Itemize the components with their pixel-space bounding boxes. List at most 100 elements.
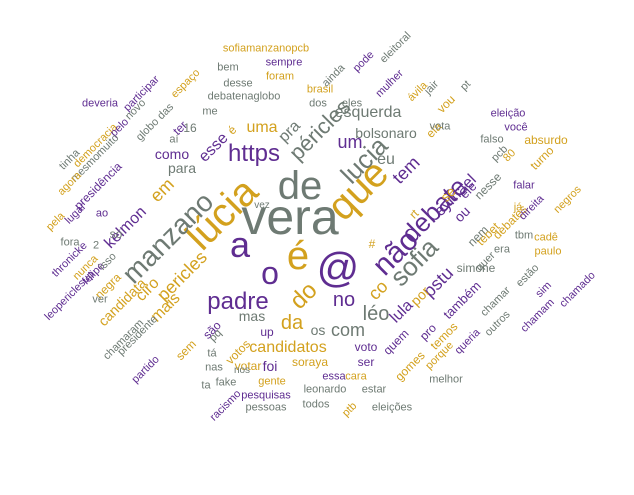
cloud-word: a — [229, 224, 251, 265]
cloud-word: simone — [456, 261, 496, 275]
cloud-word: cara — [345, 370, 367, 383]
cloud-word: eleição — [490, 107, 526, 120]
cloud-word: de — [277, 164, 323, 208]
cloud-word: pesquisas — [241, 389, 291, 402]
cloud-word: chamado — [557, 269, 598, 310]
cloud-word: os — [310, 322, 326, 338]
cloud-word: fora — [60, 236, 80, 249]
cloud-word: ver — [92, 293, 108, 306]
cloud-word: turno — [527, 143, 557, 173]
cloud-word: espaço — [168, 66, 203, 101]
cloud-word: para — [167, 160, 197, 176]
cloud-word: brasil — [306, 83, 334, 96]
cloud-word: chamam — [518, 296, 557, 335]
cloud-word: vera — [241, 189, 339, 245]
cloud-word: no — [332, 289, 356, 311]
cloud-word: co — [364, 276, 392, 304]
cloud-word: vou — [434, 92, 458, 116]
cloud-word: todos — [302, 398, 330, 411]
cloud-word: ao — [95, 207, 109, 220]
cloud-word: 2 — [92, 239, 100, 252]
cloud-word: nas — [205, 361, 223, 374]
cloud-word: # — [368, 237, 376, 251]
cloud-word: das — [155, 101, 177, 123]
cloud-word: o — [261, 255, 279, 291]
cloud-word: estão — [513, 261, 542, 290]
cloud-word: tá — [207, 347, 217, 360]
cloud-word: ser — [357, 355, 375, 369]
cloud-word: sofiamanzanopcb — [222, 42, 310, 55]
cloud-word: voto — [354, 340, 378, 354]
cloud-word: me — [202, 105, 218, 118]
cloud-word: 16 — [183, 121, 197, 135]
cloud-word: melhor — [429, 373, 463, 386]
cloud-word: leopericlesup — [42, 268, 97, 323]
cloud-word: pela — [44, 210, 68, 234]
cloud-word: era — [494, 243, 510, 256]
cloud-word: já — [513, 201, 523, 214]
cloud-word: bolsonaro — [355, 125, 417, 141]
cloud-word: só — [109, 227, 123, 241]
cloud-word: nos — [233, 365, 251, 376]
cloud-word: em — [146, 174, 178, 206]
cloud-word: deveria — [81, 97, 119, 110]
cloud-word: quem — [380, 326, 412, 358]
cloud-word: falar — [513, 179, 535, 192]
cloud-word: ta — [201, 379, 211, 392]
cloud-word: dos — [309, 97, 327, 110]
cloud-word: foi — [262, 358, 278, 374]
cloud-word: você — [504, 121, 528, 134]
cloud-word: eleitoral — [377, 29, 414, 66]
cloud-word: eu — [377, 151, 395, 168]
cloud-word: é — [224, 122, 240, 138]
cloud-word: eleições — [371, 401, 413, 414]
cloud-word: absurdo — [524, 133, 568, 147]
cloud-word: aí — [169, 133, 179, 146]
cloud-word: debatenaglobo — [207, 90, 281, 103]
cloud-word: pode — [350, 48, 377, 75]
cloud-word: estar — [361, 383, 387, 396]
cloud-word: foram — [265, 70, 295, 83]
cloud-word: mulher — [373, 67, 406, 100]
cloud-word: da — [280, 312, 304, 334]
cloud-word: bem — [217, 61, 239, 74]
cloud-word: negros — [551, 183, 584, 216]
cloud-word: vota — [429, 120, 451, 133]
cloud-word: esse — [195, 129, 232, 166]
cloud-word: eles — [341, 97, 363, 110]
cloud-word: soraya — [291, 355, 329, 369]
cloud-word: @ — [316, 244, 360, 291]
cloud-word: desse — [223, 77, 253, 90]
cloud-word: gomes — [392, 348, 428, 384]
cloud-word: padre — [207, 288, 269, 315]
cloud-word: vez — [254, 200, 270, 211]
cloud-word: essa — [322, 370, 346, 383]
cloud-word: pt — [458, 78, 474, 94]
cloud-word: leonardo — [303, 383, 347, 396]
cloud-word: votar — [234, 359, 262, 373]
cloud-word: esquerda — [334, 104, 402, 121]
cloud-word: up — [260, 325, 274, 339]
cloud-word: candidatos — [249, 339, 327, 356]
cloud-word: sem — [173, 337, 199, 363]
cloud-word: mas — [238, 308, 266, 324]
cloud-word: paulo — [534, 245, 562, 258]
cloud-word: sempre — [265, 56, 303, 69]
cloud-word: falso — [480, 133, 504, 146]
cloud-word: é — [286, 234, 310, 278]
cloud-word: ptb — [339, 399, 360, 420]
cloud-word: um — [337, 132, 363, 152]
cloud-word: sim — [533, 279, 554, 300]
cloud-word: pessoas — [245, 401, 287, 414]
cloud-word: ainda — [319, 61, 348, 90]
cloud-word: partido — [129, 353, 162, 386]
cloud-word: como — [154, 146, 190, 162]
cloud-word: tbm — [514, 229, 534, 242]
cloud-word: globo — [133, 115, 162, 144]
cloud-word: com — [330, 320, 366, 340]
cloud-word: cadê — [534, 231, 558, 244]
cloud-word: https — [227, 140, 281, 167]
cloud-word: fake — [215, 376, 237, 389]
cloud-word: uma — [246, 119, 278, 136]
